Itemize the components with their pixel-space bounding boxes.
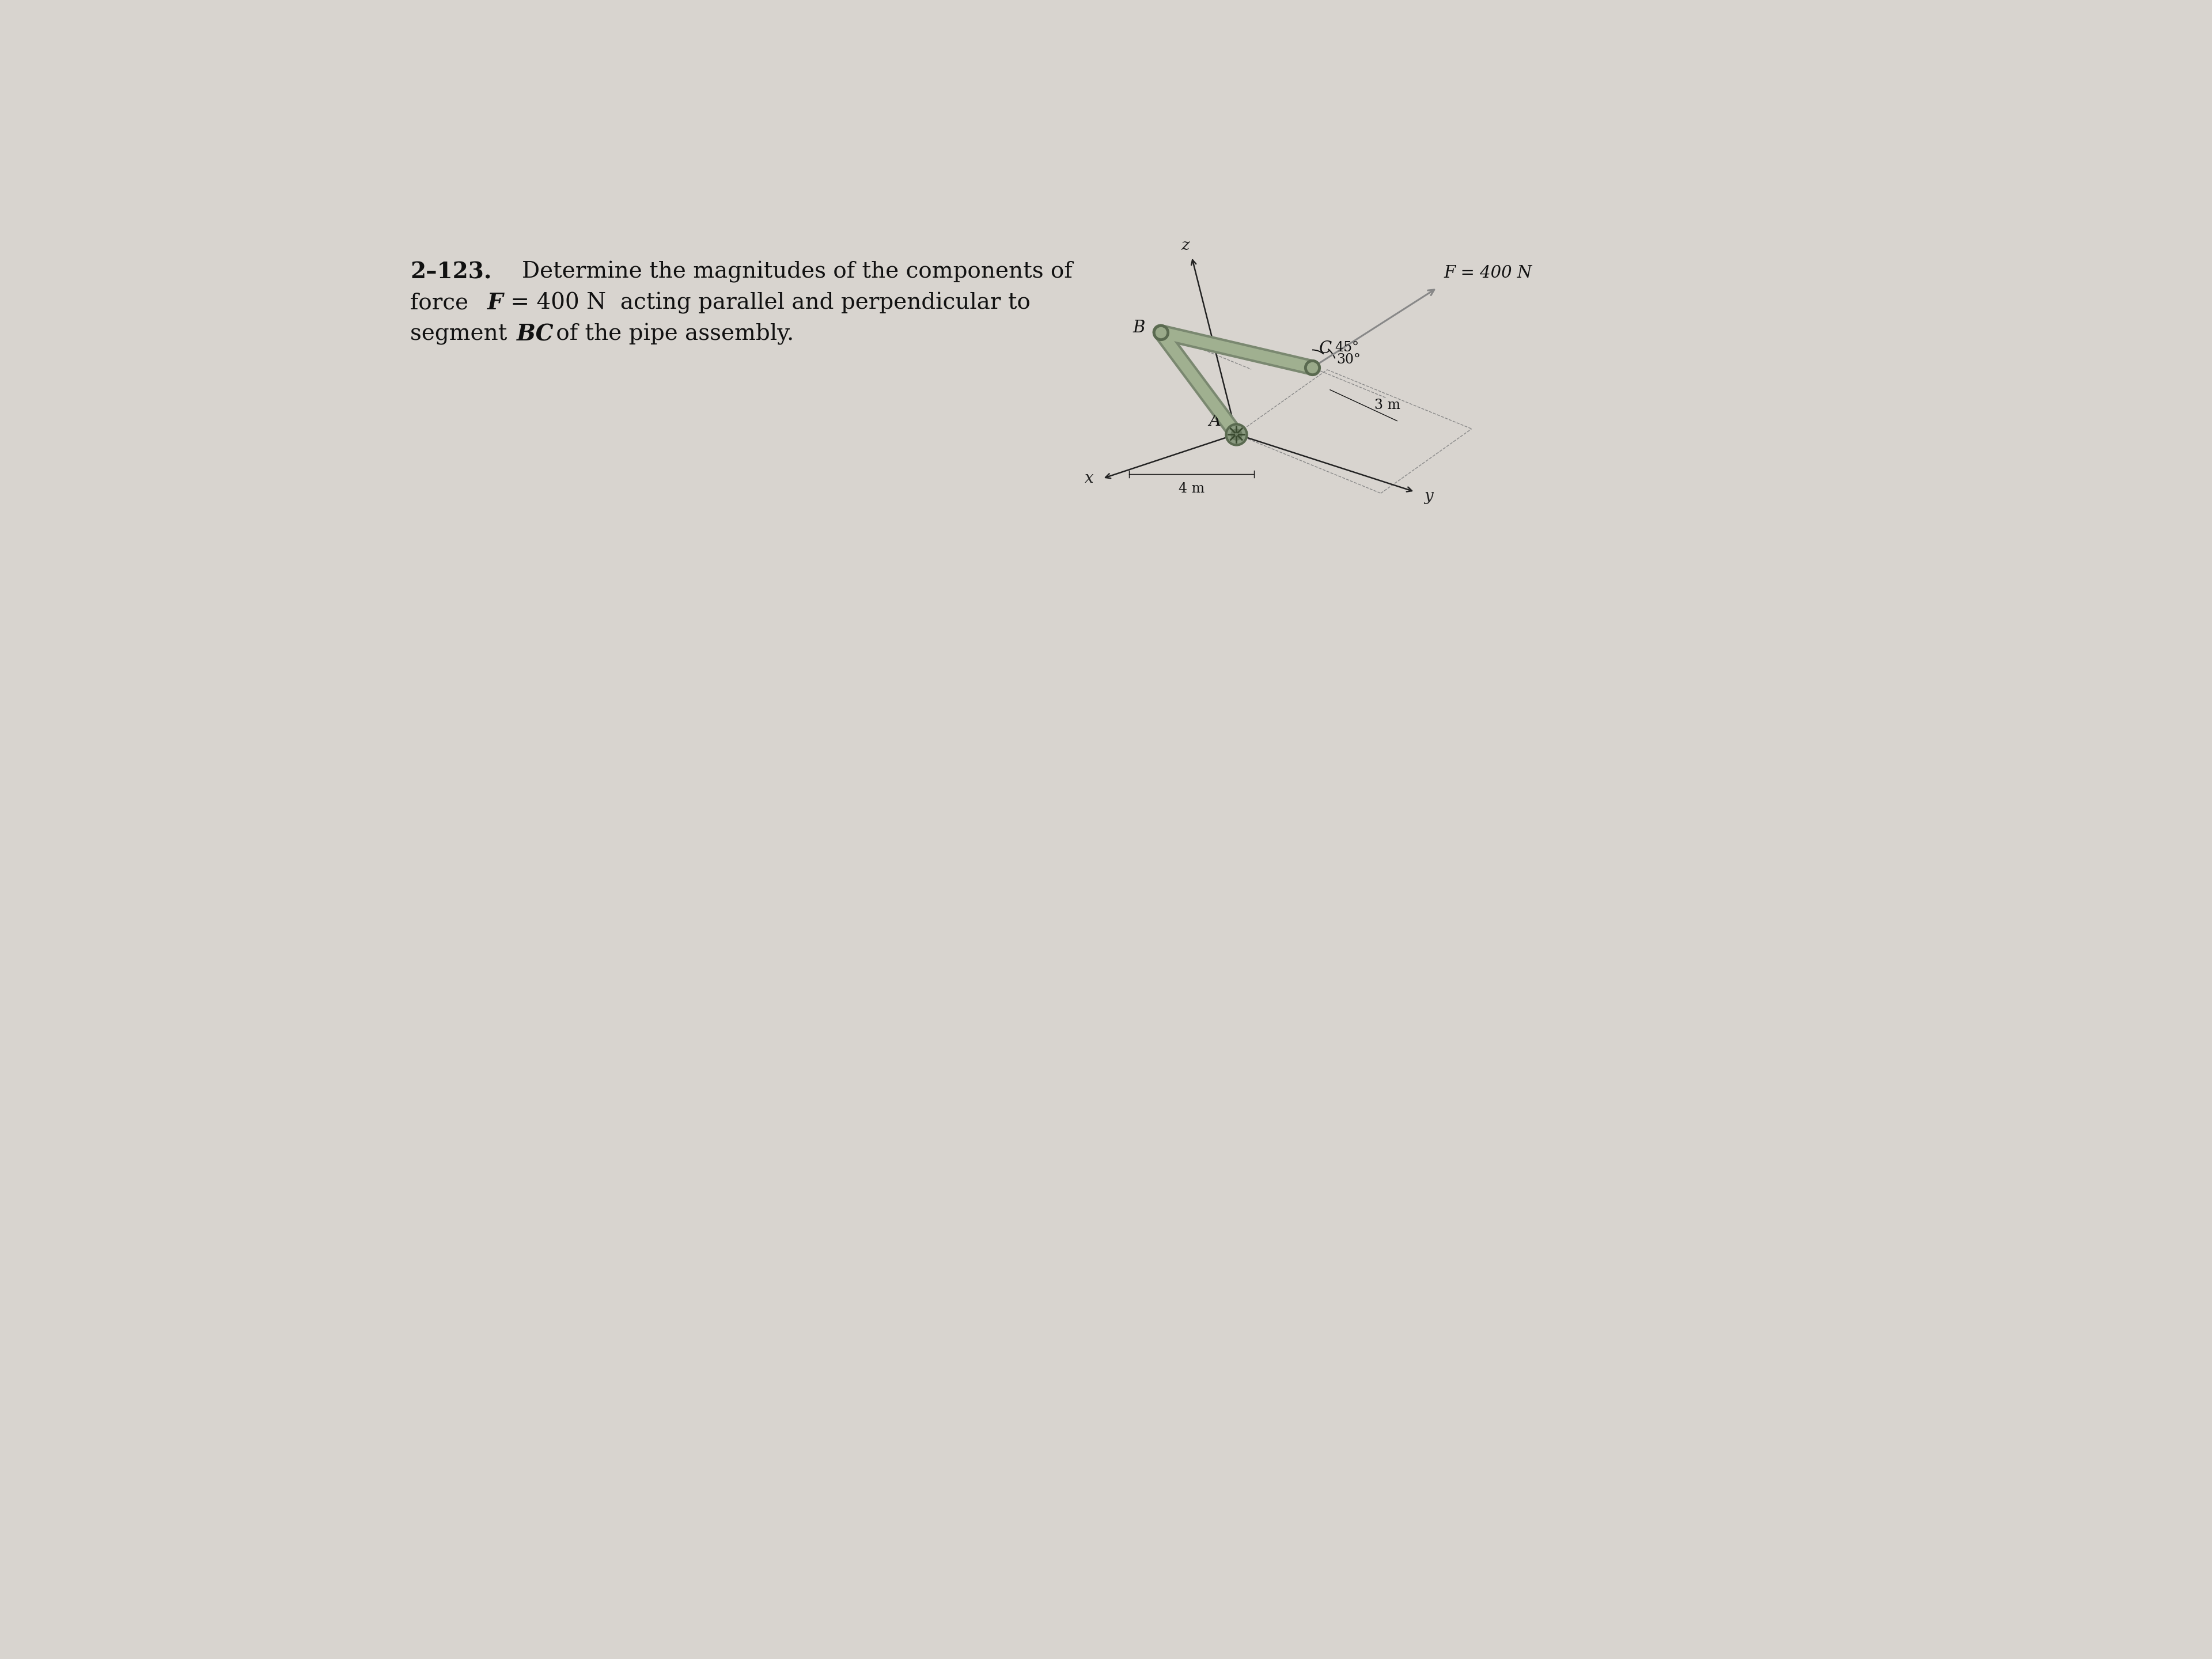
Text: z: z [1181,237,1190,254]
Text: F = 400 N: F = 400 N [1444,265,1533,280]
Text: A: A [1208,413,1221,430]
Text: = 400 N  acting parallel and perpendicular to: = 400 N acting parallel and perpendicula… [504,292,1031,314]
Text: BC: BC [518,324,553,345]
Text: 4 m: 4 m [1179,483,1206,496]
Text: x: x [1084,471,1093,486]
Text: of the pipe assembly.: of the pipe assembly. [549,324,794,345]
Text: 3 m: 3 m [1374,398,1400,411]
Text: 30°: 30° [1336,353,1360,367]
Text: Determine the magnitudes of the components of: Determine the magnitudes of the componen… [522,260,1073,284]
Text: y: y [1425,488,1433,504]
Text: 45°: 45° [1334,342,1358,355]
Text: force: force [411,292,482,314]
Text: 2–123.: 2–123. [411,260,491,284]
Text: C: C [1318,340,1332,357]
Text: segment: segment [411,324,515,345]
Text: F: F [487,292,502,314]
Text: B: B [1133,320,1146,335]
